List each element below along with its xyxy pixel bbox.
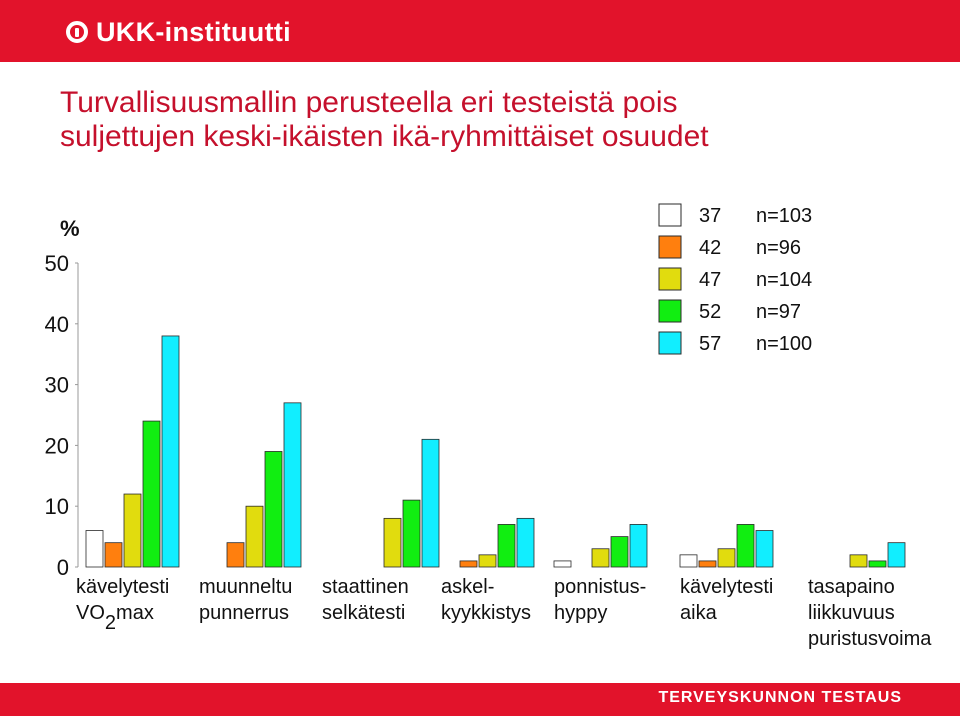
x-label-line1: kävelytesti: [680, 576, 773, 598]
bar-57-2: [283, 402, 302, 568]
y-axis: 0 10 20 30 40 50: [45, 251, 79, 580]
bar-series: [85, 335, 906, 568]
bar-47-4: [478, 554, 497, 568]
bar-42-4: [459, 560, 478, 568]
x-axis-labels: kävelytesti VO2max muunneltu punnerrus staat…: [76, 576, 932, 650]
bar-52-5: [610, 536, 629, 568]
bar-57-7: [887, 542, 906, 568]
legend-swatch-42: [658, 235, 682, 259]
x-label-line1: tasapaino: [808, 576, 895, 598]
x-label-line2-suffix: max: [116, 602, 154, 624]
bar-47-5: [591, 548, 610, 568]
x-label-line2: liikkuvuus: [808, 602, 895, 624]
y-tick-label: 50: [45, 251, 69, 276]
bar-52-4: [497, 524, 516, 568]
bar-37-5: [553, 560, 572, 568]
y-tick-label: 20: [45, 433, 69, 458]
bar-52-3: [402, 499, 421, 568]
legend-swatch-52: [658, 299, 682, 323]
x-label-line2: selkätesti: [322, 602, 405, 624]
bar-52-6: [736, 524, 755, 568]
bar-47-7: [849, 554, 868, 568]
bar-52-1: [142, 420, 161, 568]
x-label-line1: ponnistus-: [554, 576, 646, 598]
y-tick-label: 10: [45, 494, 69, 519]
legend-count-57: n=100: [756, 333, 812, 355]
legend-swatch-37: [658, 203, 682, 227]
legend-count-47: n=104: [756, 269, 812, 291]
bar-57-1: [161, 335, 180, 568]
slide-title: Turvallisuusmallin perusteella eri teste…: [60, 86, 920, 154]
legend-label-52: 52: [699, 301, 721, 323]
logo-text: UKK-instituutti: [96, 16, 291, 47]
legend-label-47: 47: [699, 269, 721, 291]
bar-47-3: [383, 517, 402, 568]
x-label-line3: puristusvoima: [808, 628, 932, 650]
footer-bar: TERVEYSKUNNON TESTAUS: [0, 683, 960, 716]
x-label-line2: kyykkistys: [441, 602, 531, 624]
bar-57-5: [629, 524, 648, 568]
legend-label-42: 42: [699, 237, 721, 259]
y-axis-unit-label: %: [60, 216, 80, 241]
ukk-logo-icon: [66, 21, 88, 43]
legend-count-52: n=97: [756, 301, 801, 323]
bar-47-2: [245, 505, 264, 568]
x-label-line2: punnerrus: [199, 602, 289, 624]
bar-52-7: [868, 560, 887, 568]
bar-47-6: [717, 548, 736, 568]
bar-52-2: [264, 451, 283, 568]
bar-37-6: [679, 554, 698, 568]
y-tick-label: 30: [45, 373, 69, 398]
x-label-line2: VO2max: [76, 602, 154, 634]
header-bar: UKK-instituutti: [0, 0, 960, 62]
bar-42-2: [226, 542, 245, 568]
x-label-line2: aika: [680, 602, 718, 624]
x-label-line1: kävelytesti: [76, 576, 169, 598]
legend-count-37: n=103: [756, 205, 812, 227]
bar-chart: % 0 10 20 30 40 50 kävelytesti VO2max muunneltu…: [45, 203, 932, 650]
bar-37-1: [85, 530, 104, 568]
bar-42-6: [698, 560, 717, 568]
legend-label-37: 37: [699, 205, 721, 227]
footer-label: TERVEYSKUNNON TESTAUS: [658, 689, 902, 706]
bar-57-4: [516, 517, 535, 568]
legend: 37 n=103 42 n=96 47 n=104 52 n=97 57 n=100: [658, 203, 812, 355]
bar-42-1: [104, 542, 123, 568]
x-label-line2: hyppy: [554, 602, 607, 624]
slide-title-line-1: Turvallisuusmallin perusteella eri teste…: [60, 86, 678, 119]
legend-label-57: 57: [699, 333, 721, 355]
legend-swatch-47: [658, 267, 682, 291]
x-label-subscript: 2: [105, 612, 116, 634]
x-label-line1: muunneltu: [199, 576, 292, 598]
legend-swatch-57: [658, 331, 682, 355]
y-tick-label: 0: [57, 555, 69, 580]
legend-count-42: n=96: [756, 237, 801, 259]
y-tick-label: 40: [45, 312, 69, 337]
x-label-line2-text: VO: [76, 602, 105, 624]
x-label-line1: askel-: [441, 576, 494, 598]
slide-title-line-2: suljettujen keski-ikäisten ikä-ryhmittäi…: [60, 120, 709, 153]
x-label-line1: staattinen: [322, 576, 409, 598]
ukk-logo: UKK-instituutti: [66, 14, 291, 50]
bar-47-1: [123, 493, 142, 568]
bar-57-6: [755, 530, 774, 568]
bar-57-3: [421, 438, 440, 568]
